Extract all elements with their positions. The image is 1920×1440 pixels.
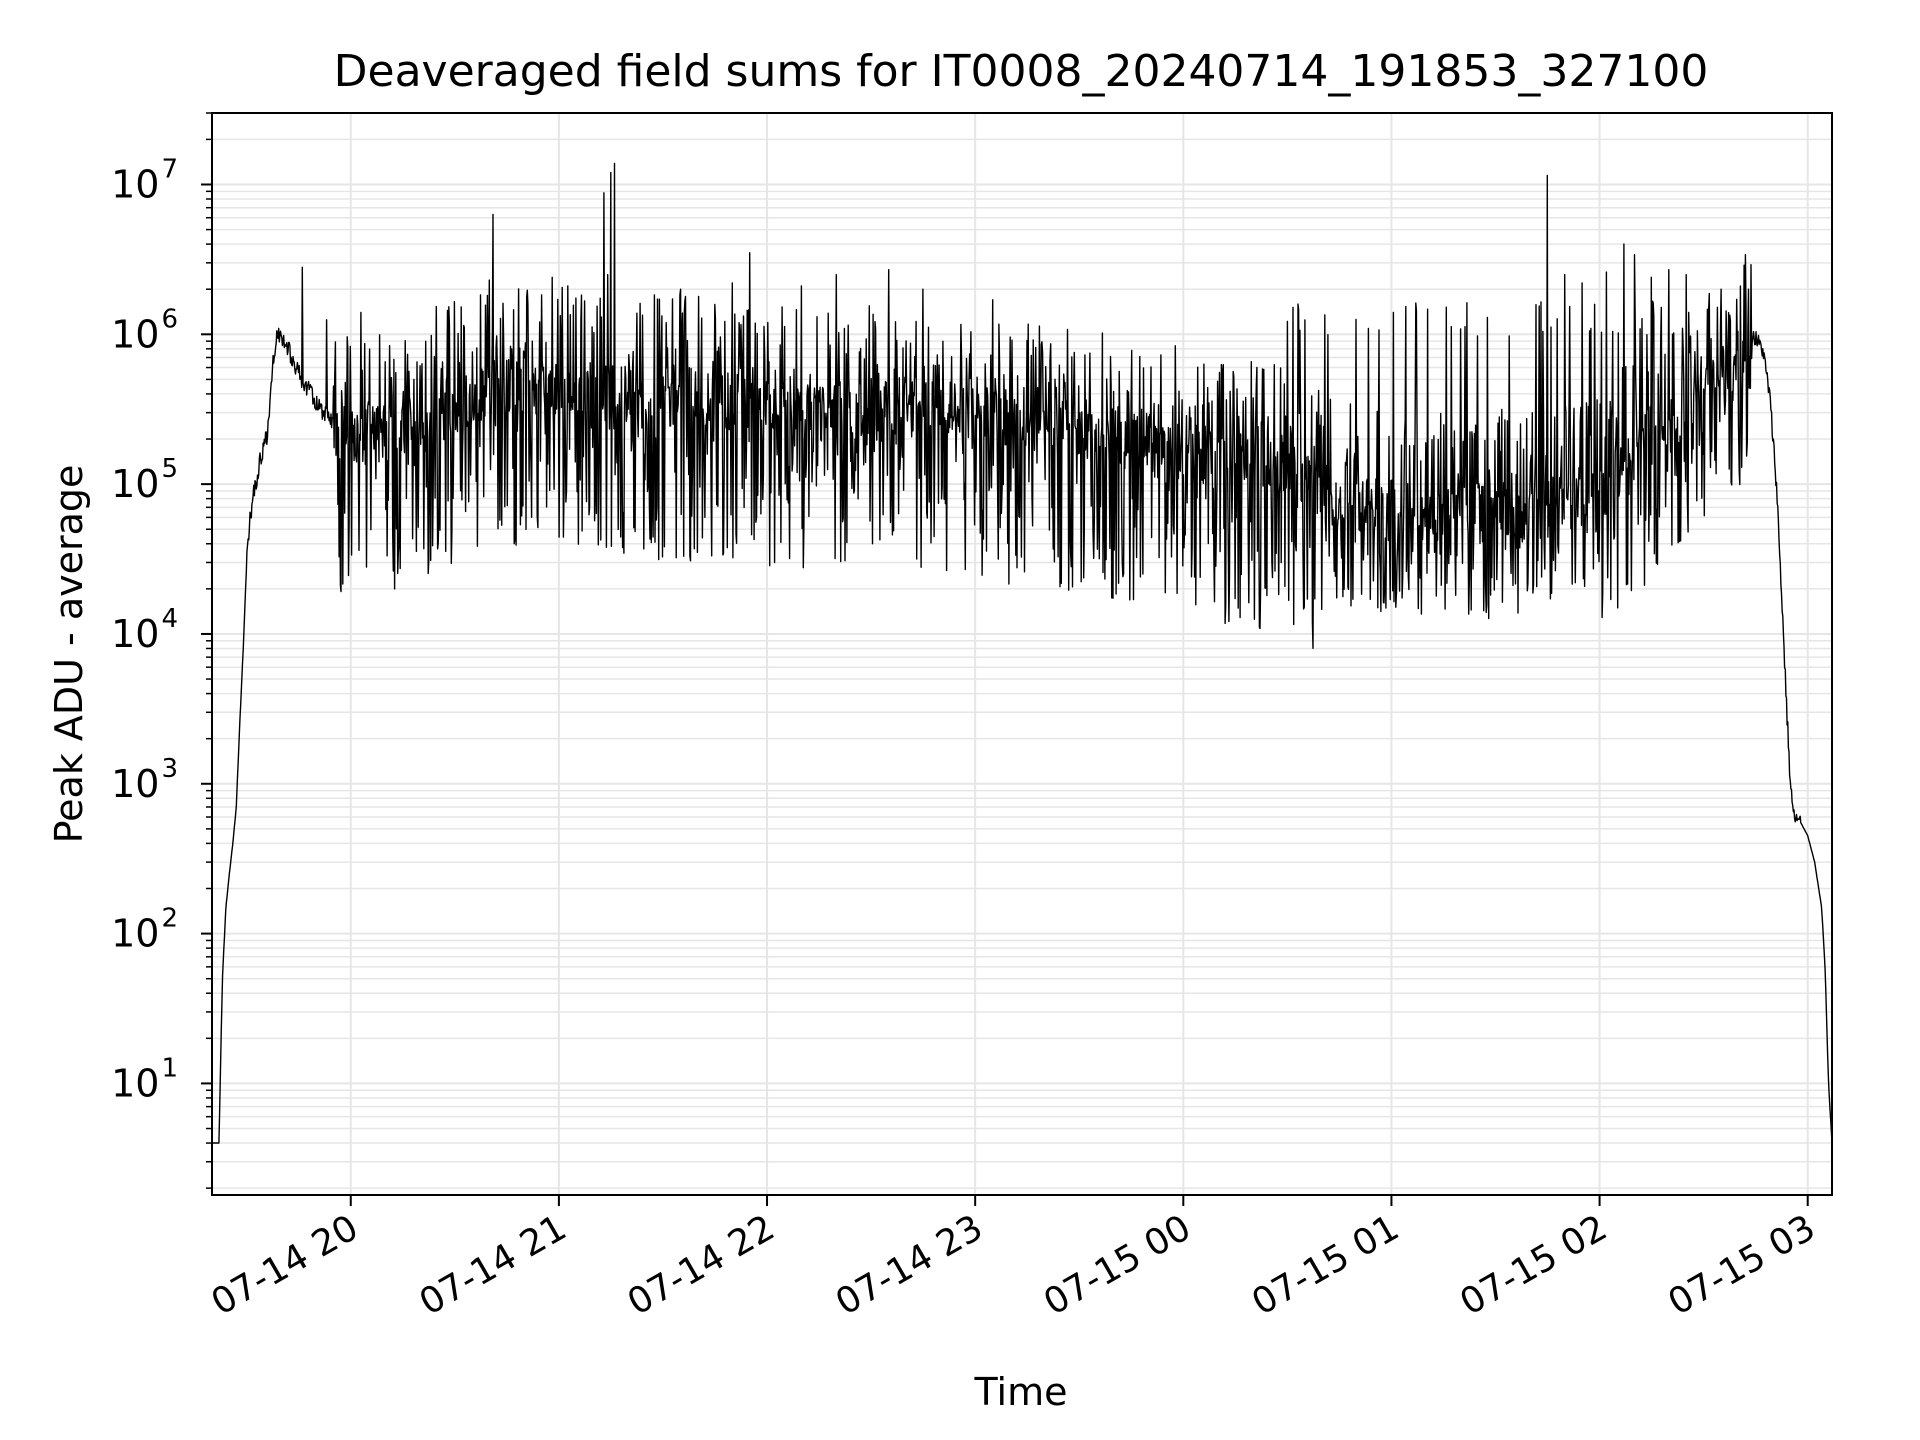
plot-frame bbox=[211, 112, 1833, 1196]
x-axis-label: Time bbox=[974, 1370, 1068, 1414]
y-tick-exponent: 5 bbox=[161, 454, 178, 484]
y-axis-label: Peak ADU - average bbox=[47, 465, 91, 844]
y-tick-exponent: 4 bbox=[161, 604, 178, 634]
y-tick-exponent: 3 bbox=[161, 754, 178, 784]
chart-title: Deaveraged field sums for IT0008_2024071… bbox=[334, 46, 1709, 97]
y-tick-exponent: 7 bbox=[161, 154, 178, 184]
series bbox=[212, 162, 1832, 1144]
y-tick-label: 104 bbox=[111, 604, 178, 656]
y-tick-exponent: 1 bbox=[161, 1053, 178, 1083]
y-tick-exponent: 6 bbox=[161, 304, 178, 334]
y-tick-exponent: 2 bbox=[161, 904, 178, 934]
series-line bbox=[212, 162, 1832, 1144]
